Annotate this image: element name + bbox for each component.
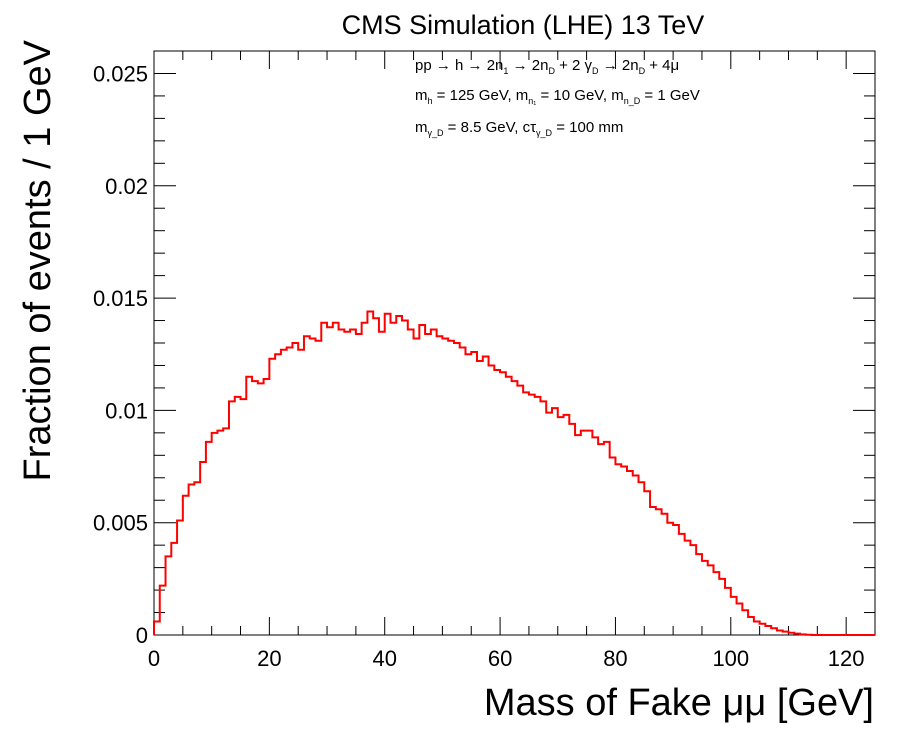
x-axis-title: Mass of Fake μμ [GeV]	[484, 682, 874, 724]
y-tick-label: 0.02	[105, 174, 148, 199]
series-histogram-line	[153, 310, 875, 636]
chart-title: CMS Simulation (LHE) 13 TeV	[342, 10, 705, 40]
y-tick-label: 0.025	[93, 61, 148, 86]
y-tick-label: 0.015	[93, 286, 148, 311]
x-tick-label: 100	[712, 646, 749, 671]
x-tick-label: 60	[488, 646, 512, 671]
annotation-line-3: mγ_D = 8.5 GeV, cτγ_D = 100 mm	[415, 119, 623, 138]
y-axis-title: Fraction of events / 1 GeV	[17, 39, 59, 481]
y-axis-ticks	[154, 50, 875, 636]
x-axis-tick-labels: 0 20 40 60 80 100 120	[148, 646, 865, 671]
y-tick-label: 0.01	[105, 398, 148, 423]
x-tick-label: 20	[257, 646, 281, 671]
y-axis-tick-labels: 0 0.005 0.01 0.015 0.02 0.025	[93, 61, 148, 648]
x-tick-label: 120	[828, 646, 865, 671]
annotation-line-2: mh = 125 GeV, mn₁ = 10 GeV, mn_D = 1 GeV	[415, 87, 700, 106]
x-tick-label: 0	[148, 646, 160, 671]
y-tick-label: 0	[136, 623, 148, 648]
x-axis-ticks	[153, 51, 876, 635]
x-tick-label: 40	[372, 646, 396, 671]
annotation-line-1: pp → h → 2n1 → 2nD + 2 γD → 2nD + 4μ	[415, 57, 679, 76]
y-tick-label: 0.005	[93, 511, 148, 536]
annotation-block: pp → h → 2n1 → 2nD + 2 γD → 2nD + 4μ mh …	[415, 57, 700, 138]
x-tick-label: 80	[603, 646, 627, 671]
